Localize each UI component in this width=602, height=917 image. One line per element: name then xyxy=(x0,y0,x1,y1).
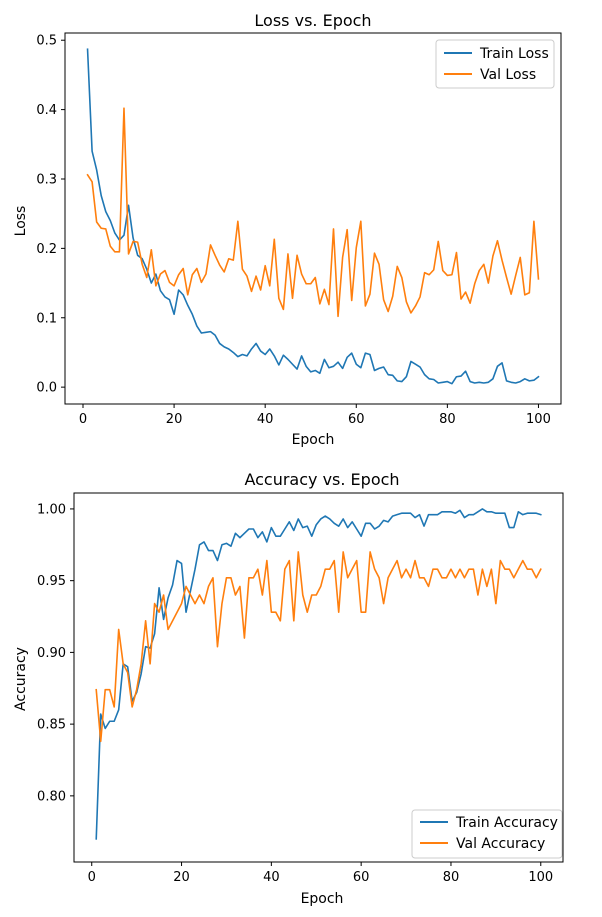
accuracy-series-train-accuracy xyxy=(95,508,542,840)
accuracy-y-tick-label: 0.90 xyxy=(37,646,66,661)
loss-axes-frame xyxy=(64,32,562,405)
accuracy-y-tick-label: 0.80 xyxy=(37,789,66,804)
loss-x-axis-label: Epoch xyxy=(292,432,335,448)
legend-label-val-loss: Val Loss xyxy=(480,67,536,83)
accuracy-y-tick-label: 0.85 xyxy=(37,718,66,733)
accuracy-x-tick-label: 0 xyxy=(88,870,96,885)
accuracy-y-axis-label: Accuracy xyxy=(13,647,29,711)
loss-series-train-loss xyxy=(86,48,540,385)
loss-y-axis-label: Loss xyxy=(13,206,29,237)
legend-label-val-accuracy: Val Accuracy xyxy=(456,836,545,852)
accuracy-x-tick-label: 20 xyxy=(173,870,190,885)
loss-y-tick-label: 0.1 xyxy=(36,311,57,326)
accuracy-series-val-accuracy xyxy=(95,551,542,743)
accuracy-chart: Accuracy vs. Epoch Epoch Accuracy 0 20 40 6… xyxy=(13,470,564,907)
accuracy-y-tick-label: 0.95 xyxy=(37,574,66,589)
legend-label-train-accuracy: Train Accuracy xyxy=(455,815,558,831)
accuracy-x-tick-label: 100 xyxy=(528,870,553,885)
loss-series-val-loss xyxy=(86,107,540,318)
accuracy-legend-frame xyxy=(411,809,563,859)
legend-label-train-loss: Train Loss xyxy=(479,46,549,62)
loss-y-tick-label: 0.5 xyxy=(36,34,57,49)
loss-legend: Train Loss Val Loss xyxy=(435,39,555,89)
loss-y-tick-label: 0.0 xyxy=(36,381,57,396)
accuracy-x-tick-label: 40 xyxy=(263,870,280,885)
accuracy-chart-title: Accuracy vs. Epoch xyxy=(244,470,399,489)
accuracy-axes-frame xyxy=(73,492,564,863)
loss-x-tick-label: 60 xyxy=(348,412,365,427)
loss-x-tick-label: 20 xyxy=(166,412,183,427)
loss-plot-area: 0 20 40 60 80 100 0.0 0.1 0.2 0.3 0.4 0.5 xyxy=(36,32,562,427)
accuracy-x-axis-label: Epoch xyxy=(301,891,344,907)
loss-x-tick-label: 100 xyxy=(526,412,551,427)
loss-x-tick-label: 40 xyxy=(257,412,274,427)
loss-x-tick-label: 80 xyxy=(439,412,456,427)
loss-y-tick-label: 0.3 xyxy=(36,172,57,187)
loss-chart: Loss vs. Epoch Epoch Loss 0 20 40 60 80 100 0.… xyxy=(13,11,562,448)
accuracy-y-tick-label: 1.00 xyxy=(37,502,66,517)
loss-x-tick-label: 0 xyxy=(79,412,87,427)
accuracy-x-tick-label: 60 xyxy=(353,870,370,885)
loss-y-tick-label: 0.4 xyxy=(36,103,57,118)
loss-chart-title: Loss vs. Epoch xyxy=(254,11,371,30)
accuracy-legend: Train Accuracy Val Accuracy xyxy=(411,809,563,859)
accuracy-plot-area: 0 20 40 60 80 100 0.80 0.85 0.90 0.95 1.00 xyxy=(37,492,564,885)
accuracy-x-tick-label: 80 xyxy=(443,870,460,885)
loss-y-tick-label: 0.2 xyxy=(36,242,57,257)
